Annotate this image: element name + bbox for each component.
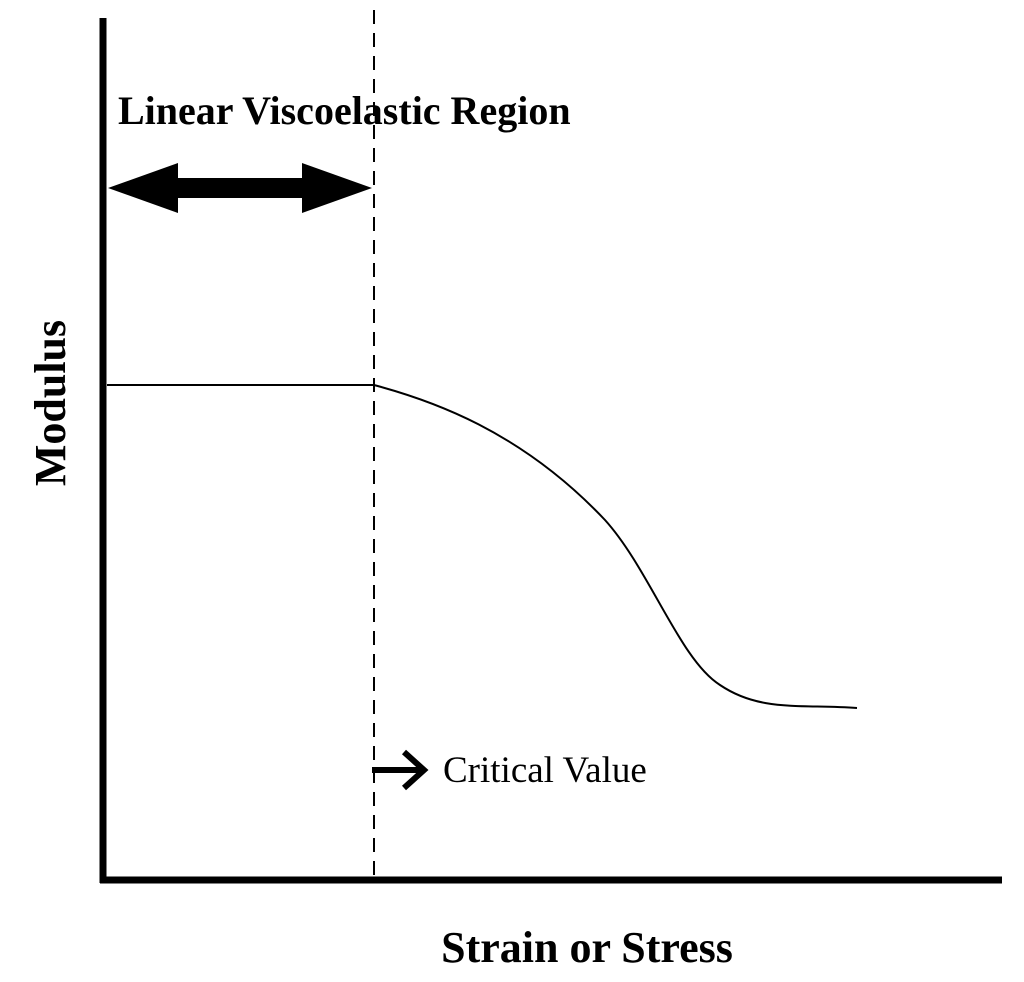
modulus-curve	[107, 384, 858, 709]
region-label: Linear Viscoelastic Region	[118, 88, 571, 133]
critical-arrow	[372, 749, 429, 791]
x-axis-label: Strain or Stress	[441, 923, 733, 972]
region-double-arrow	[108, 163, 372, 213]
y-axis-label: Modulus	[26, 320, 75, 486]
critical-value-label: Critical Value	[443, 750, 647, 791]
